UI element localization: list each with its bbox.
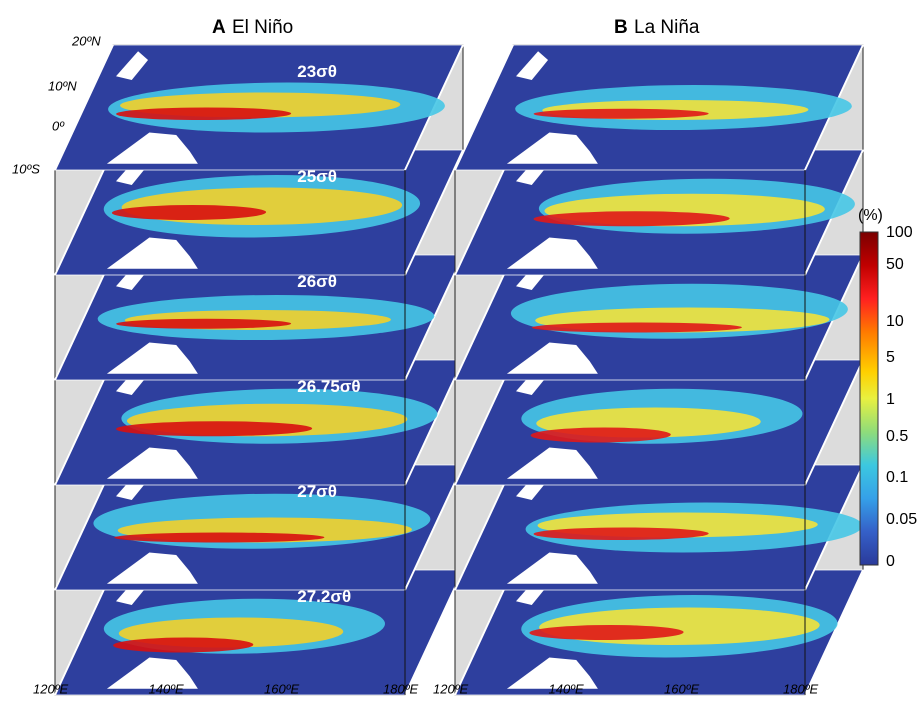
lon-label: 120ºE — [433, 681, 468, 696]
lon-label: 120ºE — [33, 681, 68, 696]
figure: 27.2σθ27σθ26.75σθ26σθ25σθ23σθ120ºE140ºE1… — [0, 0, 921, 707]
lon-label: 160ºE — [664, 681, 699, 696]
colorbar-tick-label: 5 — [886, 349, 895, 366]
colorbar-tick-label: 0.05 — [886, 511, 917, 528]
lat-label: 10ºN — [48, 78, 77, 93]
colorbar-unit: (%) — [858, 207, 883, 224]
panel-letter: B — [614, 17, 628, 38]
panel-letter: A — [212, 17, 226, 38]
density-layer — [55, 45, 474, 170]
colorbar-tick-label: 1 — [886, 391, 895, 408]
colorbar-tick-label: 50 — [886, 256, 904, 273]
lon-label: 140ºE — [149, 681, 184, 696]
colorbar-tick-label: 0.1 — [886, 469, 908, 486]
colorbar-tick-label: 100 — [886, 224, 913, 241]
lon-label: 160ºE — [264, 681, 299, 696]
colorbar-tick-label: 0 — [886, 553, 895, 570]
lon-label: 180ºE — [783, 681, 818, 696]
lat-label: 10ºS — [12, 161, 40, 176]
lat-label: 20ºN — [71, 33, 101, 48]
layer-label: 23σθ — [297, 62, 337, 81]
lat-label: 0º — [52, 118, 65, 133]
colorbar-tick-label: 10 — [886, 313, 904, 330]
colorbar — [860, 232, 878, 565]
colorbar-tick-label: 0.5 — [886, 428, 908, 445]
lon-label: 140ºE — [549, 681, 584, 696]
panel-stack: 120ºE 140ºE 160ºE 180ºE — [433, 45, 891, 696]
panel-title: El Niño — [232, 17, 293, 38]
panel-title: La Niña — [634, 17, 700, 38]
lon-label: 180ºE — [383, 681, 418, 696]
